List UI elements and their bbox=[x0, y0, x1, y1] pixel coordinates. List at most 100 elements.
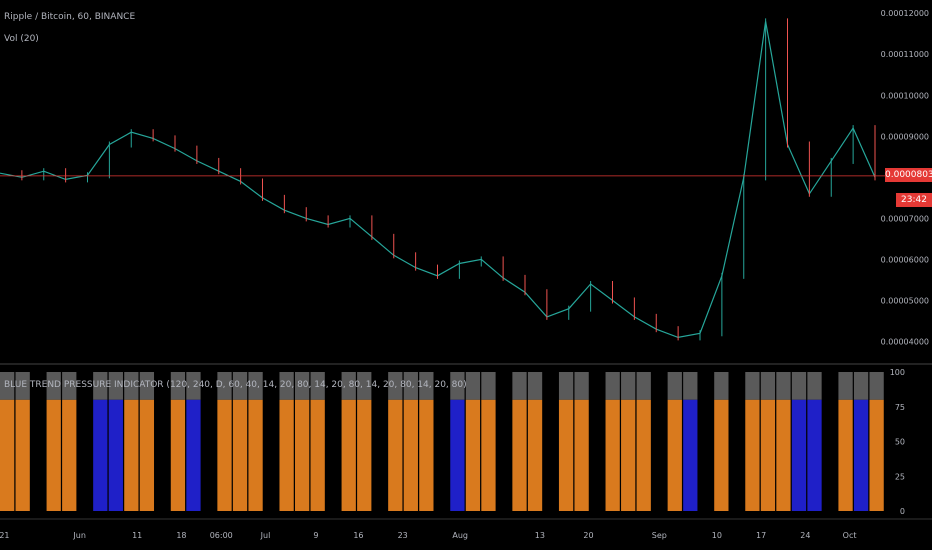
indicator-gray-band bbox=[388, 372, 403, 400]
symbol-title[interactable]: Ripple / Bitcoin, 60, BINANCE bbox=[4, 12, 136, 22]
indicator-gray-band bbox=[310, 372, 325, 400]
indicator-gray-band bbox=[62, 372, 77, 400]
indicator-gray-band bbox=[683, 372, 698, 400]
indicator-orange-bar bbox=[574, 399, 589, 511]
price-series bbox=[0, 18, 876, 341]
indicator-tick-label: 0 bbox=[900, 507, 905, 516]
price-tick-label: 0.00011000 bbox=[881, 50, 929, 59]
price-tick-label: 0.00005000 bbox=[881, 296, 929, 305]
time-axis: 21 Jun 11 18 06:00 Jul 9 16 23 Aug 13 20 Sep 10 17 24 Oc… bbox=[0, 531, 857, 540]
indicator-gray-band bbox=[295, 372, 310, 400]
indicator-gray-band bbox=[357, 372, 372, 400]
time-tick-label: 11 bbox=[132, 531, 142, 540]
price-pane[interactable] bbox=[0, 18, 885, 341]
time-tick-label: Oct bbox=[843, 531, 857, 540]
indicator-blue-bar bbox=[807, 399, 822, 511]
indicator-orange-bar bbox=[745, 399, 760, 511]
indicator-gray-band bbox=[248, 372, 263, 400]
indicator-gray-band bbox=[108, 372, 123, 400]
time-tick-label: 20 bbox=[583, 531, 593, 540]
indicator-orange-bar bbox=[481, 399, 496, 511]
indicator-orange-bar bbox=[0, 399, 15, 511]
indicator-gray-band bbox=[124, 372, 139, 400]
indicator-gray-band bbox=[341, 372, 356, 400]
time-tick-label: 10 bbox=[712, 531, 722, 540]
indicator-gray-band bbox=[667, 372, 682, 400]
indicator-gray-band bbox=[46, 372, 61, 400]
indicator-orange-bar bbox=[139, 399, 155, 511]
indicator-gray-band bbox=[170, 372, 186, 400]
indicator-gray-band bbox=[869, 372, 884, 400]
indicator-gray-band bbox=[279, 372, 294, 400]
indicator-orange-bar bbox=[512, 399, 527, 511]
indicator-orange-bar bbox=[527, 399, 543, 511]
price-tick-label: 0.00009000 bbox=[881, 132, 929, 141]
indicator-orange-bar bbox=[838, 399, 853, 511]
indicator-orange-bar bbox=[248, 399, 263, 511]
indicator-blue-bar bbox=[683, 399, 698, 511]
indicator-gray-band bbox=[0, 372, 15, 400]
indicator-orange-bar bbox=[217, 399, 232, 511]
indicator-pane[interactable] bbox=[0, 372, 884, 511]
indicator-gray-band bbox=[745, 372, 760, 400]
indicator-gray-band bbox=[621, 372, 636, 400]
indicator-orange-bar bbox=[403, 399, 418, 511]
indicator-gray-band bbox=[15, 372, 30, 400]
indicator-orange-bar bbox=[170, 399, 186, 511]
indicator-orange-bar bbox=[124, 399, 139, 511]
indicator-tick-label: 100 bbox=[890, 368, 905, 377]
time-tick-label: 17 bbox=[756, 531, 766, 540]
indicator-gray-band bbox=[465, 372, 481, 400]
indicator-gray-band bbox=[807, 372, 822, 400]
indicator-orange-bar bbox=[341, 399, 356, 511]
time-tick-label: 06:00 bbox=[210, 531, 233, 540]
indicator-orange-bar bbox=[714, 399, 729, 511]
time-tick-label: 24 bbox=[800, 531, 810, 540]
indicator-orange-bar bbox=[15, 399, 30, 511]
indicator-tick-label: 25 bbox=[895, 472, 905, 481]
current-price-tag: 0.00008035 bbox=[885, 168, 932, 182]
indicator-gray-band bbox=[791, 372, 807, 400]
indicator-gray-band bbox=[714, 372, 729, 400]
indicator-orange-bar bbox=[388, 399, 403, 511]
indicator-orange-bar bbox=[310, 399, 325, 511]
indicator-blue-bar bbox=[186, 399, 201, 511]
indicator-blue-bar bbox=[450, 399, 465, 511]
indicator-blue-bar bbox=[108, 399, 123, 511]
time-tick-label: Jun bbox=[72, 531, 86, 540]
indicator-orange-bar bbox=[621, 399, 636, 511]
indicator-gray-band bbox=[574, 372, 589, 400]
time-tick-label: 13 bbox=[535, 531, 545, 540]
indicator-gray-band bbox=[217, 372, 232, 400]
price-tick-label: 0.00010000 bbox=[881, 91, 929, 100]
indicator-gray-band bbox=[139, 372, 155, 400]
indicator-tick-label: 75 bbox=[895, 403, 905, 412]
indicator-gray-band bbox=[760, 372, 776, 400]
countdown-tag: 23:42 bbox=[896, 193, 932, 207]
indicator-gray-band bbox=[558, 372, 574, 400]
indicator-orange-bar bbox=[357, 399, 372, 511]
indicator-orange-bar bbox=[869, 399, 884, 511]
indicator-orange-bar bbox=[605, 399, 620, 511]
indicator-axis: 100 75 50 25 0 bbox=[890, 368, 905, 516]
indicator-gray-band bbox=[527, 372, 543, 400]
indicator-gray-band bbox=[481, 372, 496, 400]
volume-legend[interactable]: Vol (20) bbox=[4, 34, 39, 44]
indicator-bars bbox=[0, 372, 884, 511]
indicator-orange-bar bbox=[636, 399, 651, 511]
indicator-orange-bar bbox=[667, 399, 682, 511]
price-axis: 0.00012000 0.00011000 0.00010000 0.00009000… bbox=[881, 9, 929, 346]
time-tick-label: Jul bbox=[260, 531, 271, 540]
indicator-gray-band bbox=[838, 372, 853, 400]
indicator-orange-bar bbox=[465, 399, 481, 511]
time-tick-label: 9 bbox=[313, 531, 318, 540]
indicator-orange-bar bbox=[419, 399, 434, 511]
time-tick-label: 21 bbox=[0, 531, 10, 540]
indicator-legend[interactable]: BLUE TREND PRESSURE INDICATOR (120, 240,… bbox=[4, 380, 467, 390]
indicator-gray-band bbox=[450, 372, 465, 400]
indicator-orange-bar bbox=[62, 399, 77, 511]
price-tick-label: 0.00004000 bbox=[881, 337, 929, 346]
indicator-gray-band bbox=[232, 372, 248, 400]
indicator-orange-bar bbox=[232, 399, 248, 511]
